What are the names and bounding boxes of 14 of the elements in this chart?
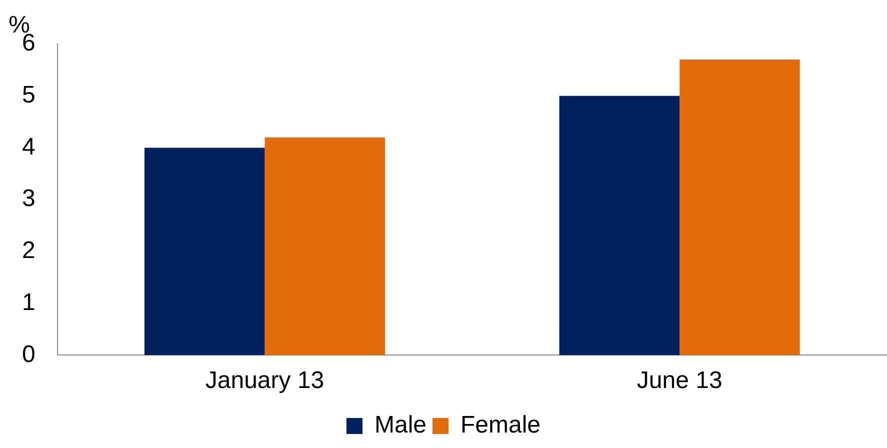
- bar: [680, 60, 800, 356]
- y-tick-label: 2: [22, 237, 36, 264]
- y-tick-label: 4: [22, 133, 36, 160]
- bar: [559, 96, 680, 356]
- y-tick-label: 5: [22, 81, 36, 108]
- x-tick-label: January 13: [205, 367, 324, 394]
- x-tick-label: June 13: [636, 367, 722, 394]
- y-tick-label: 3: [22, 185, 36, 212]
- legend-label: Male: [374, 412, 427, 439]
- bar: [144, 148, 265, 356]
- legend-label: Female: [460, 412, 541, 439]
- bar: [264, 137, 386, 356]
- y-tick-label: 0: [22, 340, 36, 368]
- y-tick-label: 1: [22, 288, 36, 316]
